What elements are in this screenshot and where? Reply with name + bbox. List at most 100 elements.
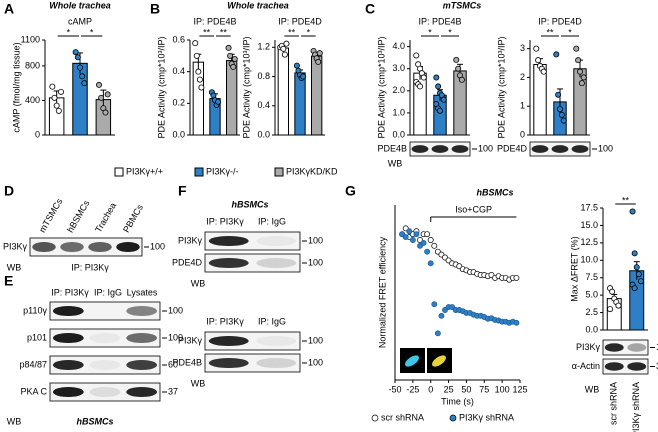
y-axis-label: PDE Activity (cmp*10³/IP) — [496, 36, 506, 138]
column-label: IP: PI3Kγ — [51, 287, 89, 297]
x-axis-label: Time (s) — [441, 396, 474, 406]
blot-frame — [49, 382, 161, 402]
data-point — [631, 250, 638, 257]
blot-row-label: PI3Kγ — [178, 235, 203, 245]
blot-band — [604, 362, 624, 371]
blot-row-label: α-Actin — [572, 361, 600, 371]
data-point — [293, 62, 300, 69]
blot-band — [531, 145, 549, 153]
data-point — [513, 319, 520, 326]
data-point — [560, 117, 567, 124]
legend-swatch — [194, 167, 204, 177]
y-tick-label: 1 — [520, 101, 525, 111]
chart-title: hBSMCs — [476, 187, 513, 197]
data-point — [420, 74, 427, 81]
y-tick-label: 2.5 — [585, 307, 598, 317]
data-point — [431, 301, 438, 308]
blot-marker: 100 — [168, 305, 183, 315]
data-point — [192, 40, 199, 47]
chart-title: IP: PDE4B — [418, 16, 461, 26]
blot-band — [411, 145, 429, 153]
data-point — [555, 91, 562, 98]
x-tick-label: 0 — [428, 384, 433, 394]
blot-marker: 100 — [308, 235, 323, 245]
y-tick-label: 0.4 — [257, 100, 270, 110]
y-tick-label: 400 — [25, 95, 40, 105]
blot-band — [451, 145, 469, 153]
data-point — [55, 107, 62, 114]
data-point — [540, 68, 547, 75]
x-tick-label: 100 — [495, 384, 510, 394]
blot-frame — [49, 301, 161, 321]
blot-row-label: PI3Kγ — [3, 241, 28, 251]
blot-marker: 37 — [656, 361, 658, 371]
blot-frame — [49, 328, 161, 348]
data-point — [77, 64, 84, 71]
wb-label: WB — [585, 384, 600, 394]
panel-label: B — [150, 1, 160, 17]
data-point — [458, 76, 465, 83]
data-point — [300, 73, 307, 80]
blot-row-label: PDE4B — [172, 357, 202, 367]
data-point — [573, 45, 580, 52]
blot-row-label: p101 — [27, 332, 47, 342]
column-label: IP: IgG — [94, 287, 122, 297]
y-tick-label: 2.0 — [392, 85, 405, 95]
cell-image-cell — [432, 355, 446, 367]
blot-band — [89, 359, 121, 371]
annotation: Iso+CGP — [455, 204, 492, 214]
y-tick-label: 0.0 — [585, 324, 598, 334]
data-point — [436, 107, 443, 114]
y-axis-label: cAMP (fmol/mg tissue) — [11, 42, 21, 132]
blot-caption: IP: PI3Kγ — [71, 262, 109, 272]
data-point — [633, 264, 640, 271]
data-point — [440, 96, 447, 103]
y-tick-label: 0 — [520, 129, 525, 139]
x-tick-label: 125 — [512, 384, 527, 394]
significance-label: ** — [546, 27, 554, 37]
data-point — [406, 228, 413, 235]
y-tick-label: 1.2 — [257, 42, 270, 52]
blot-band — [126, 386, 158, 398]
blot-marker: 100 — [308, 335, 323, 345]
data-point — [402, 234, 409, 241]
data-point — [72, 49, 79, 56]
data-point — [427, 260, 434, 267]
y-tick-label: 5.0 — [585, 290, 598, 300]
data-point — [409, 237, 416, 243]
x-tick-label: PI3Kγ shRNA — [631, 382, 641, 432]
significance-label: * — [90, 27, 94, 37]
blot-caption: hBSMCs — [76, 416, 113, 426]
significance-label: ** — [220, 27, 228, 37]
data-point — [609, 288, 616, 295]
bar — [311, 55, 323, 136]
column-label: IP: IgG — [258, 316, 286, 326]
data-point — [578, 80, 585, 87]
blot-row-label: PDE4D — [172, 257, 203, 267]
blot-band — [89, 386, 121, 398]
bar — [277, 47, 289, 136]
blot-row-label: PKA C — [20, 386, 47, 396]
data-point — [53, 102, 60, 109]
y-tick-label: 15.0 — [580, 220, 598, 230]
chart-title: IP: PDE4B — [193, 16, 236, 26]
y-tick-label: 7.5 — [585, 272, 598, 282]
data-point — [98, 94, 105, 101]
blot-row-label: PI3Kγ — [178, 335, 203, 345]
data-point — [413, 52, 420, 59]
blot-row-label: p84/87 — [19, 359, 47, 369]
blot-row-label: PI3Kγ — [576, 342, 601, 352]
data-point — [533, 45, 540, 52]
significance-label: * — [428, 27, 432, 37]
blot-band — [627, 362, 647, 371]
data-point — [435, 83, 442, 90]
blot-band — [627, 343, 647, 352]
data-point — [315, 58, 322, 65]
wb-label: WB — [388, 158, 403, 168]
x-tick-label: -25 — [406, 384, 419, 394]
data-point — [455, 65, 462, 72]
panel-label: E — [4, 273, 13, 289]
data-point — [615, 302, 622, 309]
wb-label: WB — [191, 278, 206, 288]
data-point — [104, 91, 111, 98]
